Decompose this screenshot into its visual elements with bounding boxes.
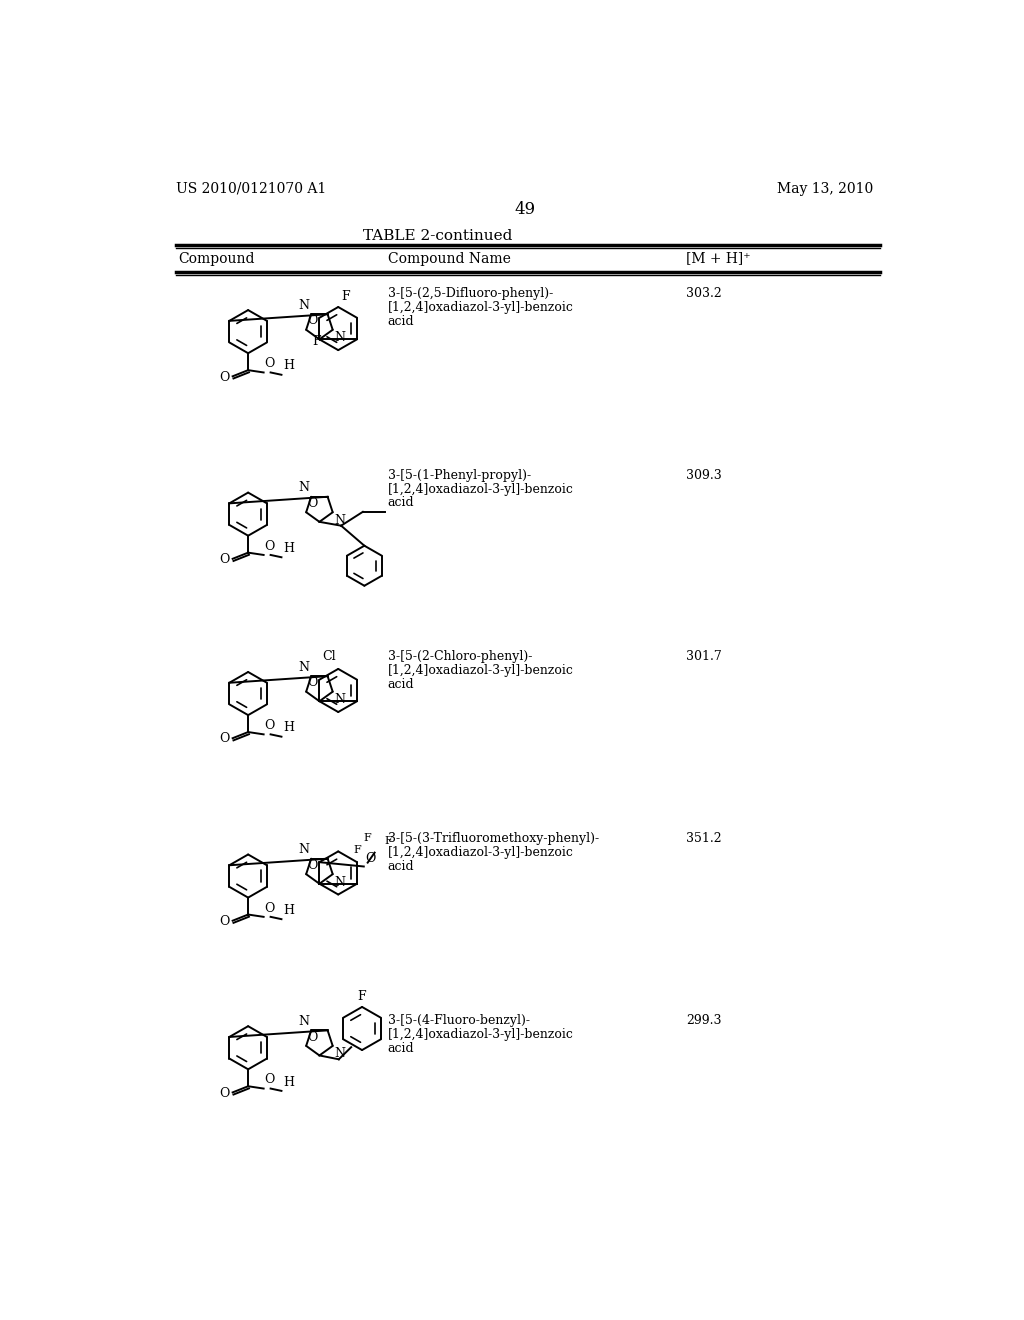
Text: N: N	[299, 843, 309, 857]
Text: TABLE 2-continued: TABLE 2-continued	[364, 230, 513, 243]
Text: N: N	[334, 1047, 345, 1060]
Text: N: N	[299, 661, 309, 675]
Text: 49: 49	[514, 201, 536, 218]
Text: [1,2,4]oxadiazol-3-yl]-benzoic: [1,2,4]oxadiazol-3-yl]-benzoic	[388, 664, 573, 677]
Text: F: F	[342, 290, 350, 304]
Text: Compound: Compound	[178, 252, 255, 265]
Text: O: O	[219, 915, 229, 928]
Text: acid: acid	[388, 314, 415, 327]
Text: O: O	[219, 371, 229, 384]
Text: 351.2: 351.2	[686, 832, 722, 845]
Text: H: H	[284, 543, 295, 554]
Text: 3-[5-(3-Trifluoromethoxy-phenyl)-: 3-[5-(3-Trifluoromethoxy-phenyl)-	[388, 832, 599, 845]
Text: May 13, 2010: May 13, 2010	[777, 182, 873, 195]
Text: N: N	[334, 693, 345, 706]
Text: H: H	[284, 359, 295, 372]
Text: O: O	[264, 1073, 274, 1086]
Text: 299.3: 299.3	[686, 1014, 722, 1027]
Text: 301.7: 301.7	[686, 651, 722, 664]
Text: O: O	[307, 314, 318, 327]
Text: F: F	[312, 335, 322, 348]
Text: N: N	[299, 482, 309, 495]
Text: N: N	[299, 1015, 309, 1028]
Text: O: O	[219, 1086, 229, 1100]
Text: Cl: Cl	[323, 649, 336, 663]
Text: US 2010/0121070 A1: US 2010/0121070 A1	[176, 182, 327, 195]
Text: acid: acid	[388, 859, 415, 873]
Text: N: N	[334, 331, 345, 345]
Text: 303.2: 303.2	[686, 286, 722, 300]
Text: N: N	[299, 298, 309, 312]
Text: O: O	[264, 358, 274, 370]
Text: N: N	[334, 875, 345, 888]
Text: acid: acid	[388, 678, 415, 692]
Text: 3-[5-(4-Fluoro-benzyl)-: 3-[5-(4-Fluoro-benzyl)-	[388, 1014, 529, 1027]
Text: F: F	[364, 833, 371, 843]
Text: O: O	[307, 496, 318, 510]
Text: F: F	[353, 845, 360, 855]
Text: F: F	[357, 990, 367, 1003]
Text: acid: acid	[388, 496, 415, 510]
Text: F: F	[384, 837, 392, 846]
Text: O: O	[219, 733, 229, 746]
Text: acid: acid	[388, 1041, 415, 1055]
Text: H: H	[284, 721, 295, 734]
Text: O: O	[366, 851, 376, 865]
Text: O: O	[219, 553, 229, 566]
Text: [1,2,4]oxadiazol-3-yl]-benzoic: [1,2,4]oxadiazol-3-yl]-benzoic	[388, 483, 573, 495]
Text: 3-[5-(2,5-Difluoro-phenyl)-: 3-[5-(2,5-Difluoro-phenyl)-	[388, 286, 553, 300]
Text: Compound Name: Compound Name	[388, 252, 511, 265]
Text: O: O	[264, 540, 274, 553]
Text: 3-[5-(2-Chloro-phenyl)-: 3-[5-(2-Chloro-phenyl)-	[388, 651, 532, 664]
Text: O: O	[264, 902, 274, 915]
Text: O: O	[264, 719, 274, 733]
Text: [M + H]⁺: [M + H]⁺	[686, 252, 751, 265]
Text: N: N	[334, 513, 345, 527]
Text: [1,2,4]oxadiazol-3-yl]-benzoic: [1,2,4]oxadiazol-3-yl]-benzoic	[388, 301, 573, 314]
Text: [1,2,4]oxadiazol-3-yl]-benzoic: [1,2,4]oxadiazol-3-yl]-benzoic	[388, 846, 573, 859]
Text: 3-[5-(1-Phenyl-propyl)-: 3-[5-(1-Phenyl-propyl)-	[388, 469, 530, 482]
Text: O: O	[307, 1031, 318, 1044]
Text: [1,2,4]oxadiazol-3-yl]-benzoic: [1,2,4]oxadiazol-3-yl]-benzoic	[388, 1028, 573, 1040]
Text: 309.3: 309.3	[686, 469, 722, 482]
Text: H: H	[284, 1076, 295, 1089]
Text: H: H	[284, 904, 295, 917]
Text: O: O	[307, 859, 318, 871]
Text: O: O	[307, 676, 318, 689]
